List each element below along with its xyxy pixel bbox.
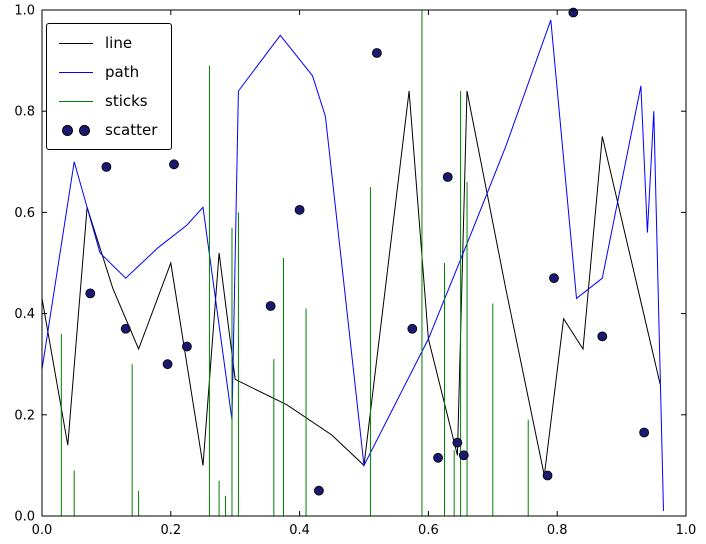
sticks-swatch-icon bbox=[59, 100, 93, 102]
x-tick-label: 0.8 bbox=[547, 523, 568, 538]
legend-entry-line: line bbox=[59, 33, 157, 53]
legend: line path sticks scatter bbox=[46, 23, 173, 150]
series-scatter bbox=[85, 7, 650, 496]
y-tick-label: 1.0 bbox=[14, 4, 35, 19]
x-tick-label: 0.0 bbox=[32, 523, 53, 538]
x-tick-label: 0.4 bbox=[289, 523, 310, 538]
y-axis-ticks: 0.0 0.2 0.4 0.6 0.8 1.0 bbox=[14, 4, 686, 525]
scatter-swatch-icon bbox=[59, 124, 93, 136]
legend-label-sticks: sticks bbox=[105, 92, 148, 110]
legend-entry-scatter: scatter bbox=[59, 120, 157, 140]
x-tick-label: 1.0 bbox=[676, 523, 697, 538]
legend-label-scatter: scatter bbox=[105, 121, 158, 139]
series-line bbox=[41, 90, 661, 476]
y-tick-label: 0.6 bbox=[14, 206, 35, 221]
x-tick-label: 0.2 bbox=[160, 523, 181, 538]
legend-entry-path: path bbox=[59, 62, 157, 82]
x-tick-label: 0.6 bbox=[418, 523, 439, 538]
y-tick-label: 0.8 bbox=[14, 105, 35, 120]
y-tick-label: 0.4 bbox=[14, 307, 35, 322]
series-path bbox=[41, 19, 664, 511]
legend-entry-sticks: sticks bbox=[59, 91, 157, 111]
path-swatch-icon bbox=[59, 71, 93, 73]
legend-label-path: path bbox=[105, 63, 140, 81]
axes-frame bbox=[41, 9, 687, 517]
x-axis-ticks: 0.0 0.2 0.4 0.6 0.8 1.0 bbox=[32, 10, 697, 538]
line-swatch-icon bbox=[59, 42, 93, 44]
y-tick-label: 0.2 bbox=[14, 408, 35, 423]
legend-label-line: line bbox=[105, 34, 133, 52]
y-tick-label: 0.0 bbox=[14, 510, 35, 525]
